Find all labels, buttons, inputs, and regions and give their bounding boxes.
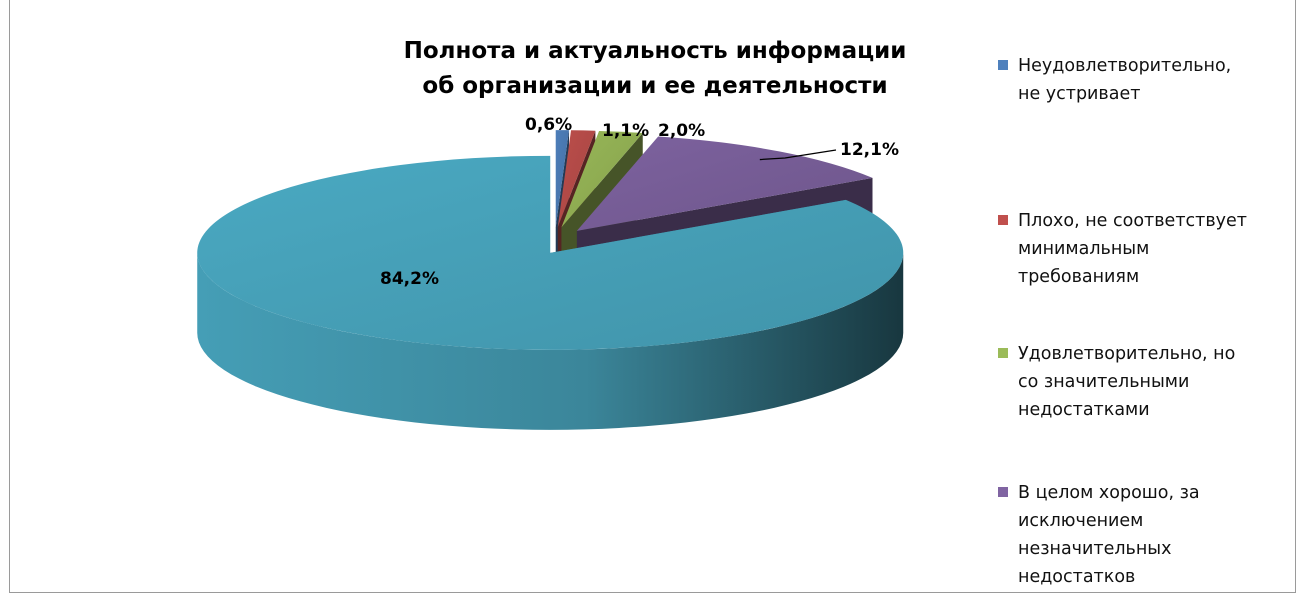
legend-label-3-line-3: недостатками (1018, 400, 1150, 420)
chart-title-line-1: Полнота и актуальность информации (403, 38, 907, 64)
legend-label-1-line-2: не устривает (1018, 84, 1141, 104)
legend-label-2-line-1: Плохо, не соответствует (1018, 211, 1247, 231)
legend-label-3-line-2: со значительными (1018, 372, 1190, 392)
legend-label-4-line-3: незначительных (1018, 539, 1172, 559)
legend-label-1: Неудовлетворительно, не устривает (1018, 52, 1290, 108)
pie-slice-5-wall (197, 252, 904, 430)
legend-label-4-line-1: В целом хорошо, за (1018, 483, 1200, 503)
pie-slice-4-top (576, 136, 873, 231)
data-label-2: 1,1% (602, 121, 649, 141)
chart-title: Полнота и актуальность информации об орг… (360, 34, 950, 104)
pie-slice-2-top (557, 130, 596, 228)
data-label-4: 12,1% (840, 140, 899, 160)
data-label-3: 2,0% (658, 121, 705, 141)
legend-swatch-1 (998, 60, 1008, 70)
legend-label-4-line-2: исключением (1018, 511, 1144, 531)
pie-slice-3-top (561, 130, 643, 228)
legend-label-3: Удовлетворительно, но со значительными нед… (1018, 340, 1290, 424)
data-label-5: 84,2% (380, 269, 439, 289)
legend-label-4: В целом хорошо, за исключением незначитель… (1018, 479, 1290, 591)
pie-slice-1-top (555, 130, 570, 228)
legend-label-2: Плохо, не соответствует минимальным требов… (1018, 207, 1290, 291)
data-label-1: 0,6% (525, 115, 572, 135)
leader-line-slice-4 (759, 149, 837, 161)
legend-label-2-line-3: требованиям (1018, 267, 1140, 287)
legend-label-1-line-1: Неудовлетворительно, (1018, 56, 1232, 76)
chart-frame (9, 0, 1296, 593)
legend-label-4-line-4: недостатков (1018, 567, 1136, 587)
pie-slice-5 (197, 155, 904, 430)
chart-title-line-2: об организации и ее деятельности (422, 73, 888, 99)
legend-label-2-line-2: минимальным (1018, 239, 1150, 259)
legend-label-3-line-1: Удовлетворительно, но (1018, 344, 1236, 364)
legend-swatch-3 (998, 348, 1008, 358)
pie-slice-5-top (197, 155, 904, 350)
legend-swatch-2 (998, 215, 1008, 225)
legend-swatch-4 (998, 487, 1008, 497)
